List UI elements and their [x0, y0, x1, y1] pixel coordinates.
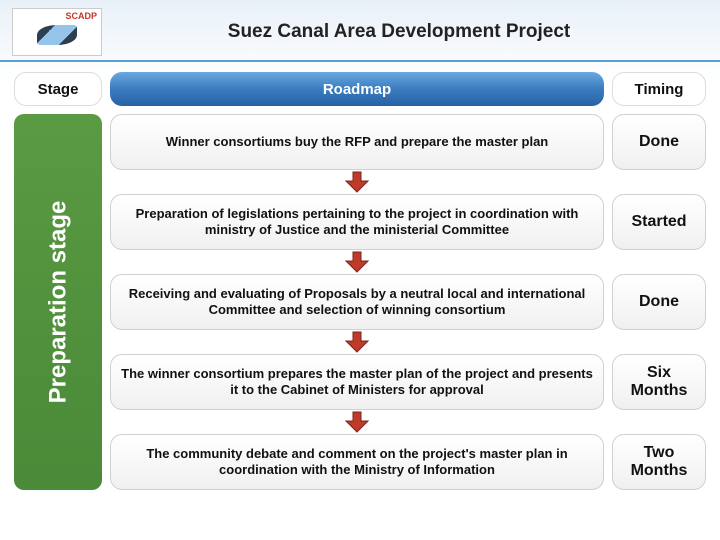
roadmap-step: Winner consortiums buy the RFP and prepa… [110, 114, 604, 170]
timing-value: Done [612, 114, 706, 170]
timing-value: Two Months [612, 434, 706, 490]
spacer [612, 250, 706, 274]
spacer [612, 410, 706, 434]
stage-body: Preparation stage [14, 114, 102, 490]
arrow-down-icon [110, 330, 604, 354]
roadmap-step: The community debate and comment on the … [110, 434, 604, 490]
timing-header: Timing [612, 72, 706, 106]
logo: SCADP [12, 8, 102, 56]
header-bar: SCADP Suez Canal Area Development Projec… [0, 0, 720, 62]
arrow-down-icon [110, 170, 604, 194]
logo-graphic [37, 25, 77, 45]
column-timing: Timing Done Started Done Six Months Two … [612, 72, 706, 490]
timing-value: Done [612, 274, 706, 330]
spacer [612, 170, 706, 194]
arrow-down-icon [110, 410, 604, 434]
column-stage: Stage Preparation stage [14, 72, 102, 490]
spacer [612, 330, 706, 354]
timing-value: Six Months [612, 354, 706, 410]
roadmap-step: The winner consortium prepares the maste… [110, 354, 604, 410]
roadmap-step: Receiving and evaluating of Proposals by… [110, 274, 604, 330]
stage-label: Preparation stage [44, 201, 72, 404]
roadmap-header: Roadmap [110, 72, 604, 106]
arrow-down-icon [110, 250, 604, 274]
timing-value: Started [612, 194, 706, 250]
logo-acronym: SCADP [65, 11, 97, 21]
stage-header: Stage [14, 72, 102, 106]
roadmap-step: Preparation of legislations pertaining t… [110, 194, 604, 250]
content-grid: Stage Preparation stage Roadmap Winner c… [0, 62, 720, 500]
column-roadmap: Roadmap Winner consortiums buy the RFP a… [110, 72, 604, 490]
page-title: Suez Canal Area Development Project [110, 21, 708, 43]
